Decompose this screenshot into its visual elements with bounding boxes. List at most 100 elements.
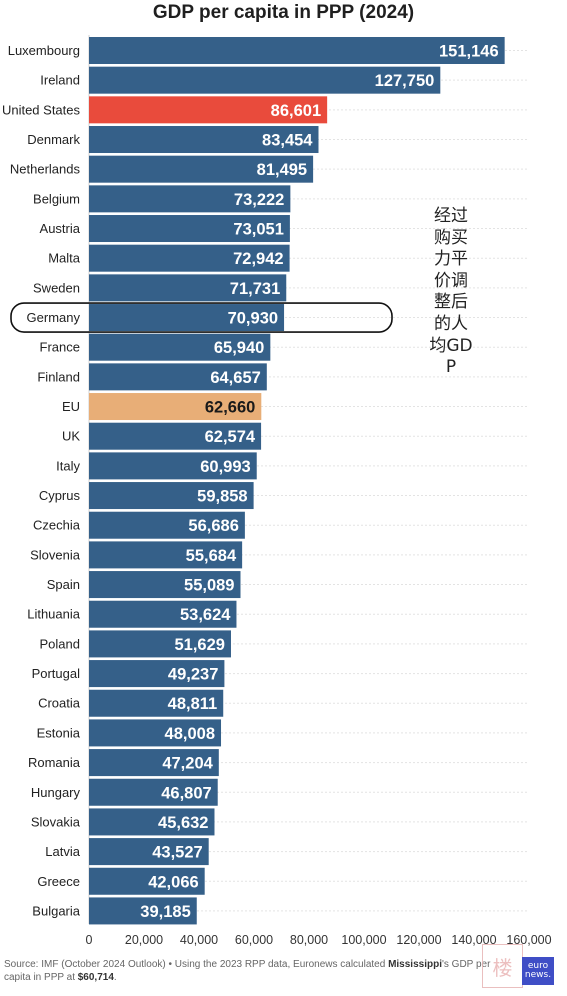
bar [89, 244, 290, 272]
bar [89, 897, 197, 925]
value-label: 71,731 [230, 280, 280, 298]
highlight-outline [10, 302, 393, 333]
category-label: Luxembourg [8, 43, 80, 58]
watermark-stamp: 楼 [482, 944, 523, 988]
bar [89, 749, 219, 777]
category-label: Poland [40, 636, 80, 651]
category-label: Germany [27, 310, 81, 325]
value-label: 55,684 [186, 547, 237, 565]
category-label: Sweden [33, 280, 80, 295]
value-label: 72,942 [233, 250, 283, 268]
category-label: Slovenia [30, 547, 81, 562]
value-label: 56,686 [188, 517, 238, 535]
value-label: 43,527 [152, 844, 202, 862]
bar [89, 422, 262, 450]
value-label: 81,495 [257, 161, 307, 179]
bar [89, 571, 241, 599]
bar [89, 600, 237, 628]
bar [89, 37, 505, 64]
value-label: 48,811 [168, 695, 218, 713]
x-tick-label: 40,000 [180, 933, 218, 947]
category-label: Denmark [27, 132, 80, 147]
x-tick-label: 0 [86, 933, 93, 947]
source-suffix: . [113, 972, 117, 983]
value-label: 39,185 [140, 903, 190, 921]
x-tick-label: 60,000 [235, 933, 273, 947]
value-label: 70,930 [228, 310, 278, 328]
bar [89, 541, 243, 569]
bar [89, 511, 245, 539]
source-bold-value: $60,714 [77, 972, 114, 983]
value-label: 65,940 [214, 339, 264, 357]
category-label: Lithuania [27, 607, 81, 622]
category-label: Estonia [37, 725, 81, 740]
value-label: 48,008 [165, 725, 215, 743]
category-label: France [40, 340, 80, 355]
source-bold-mississippi: Mississippi [388, 959, 442, 970]
x-tick-label: 100,000 [341, 933, 386, 947]
category-label: Hungary [31, 785, 81, 800]
bar [89, 719, 222, 747]
category-label: Malta [48, 251, 81, 266]
source-mid: 's GDP per capita in PPP at [4, 959, 491, 983]
chinese-annotation: 经过购买力平价调整后的人均GDP [429, 206, 473, 378]
bar [89, 393, 262, 421]
x-tick-label: 120,000 [396, 933, 441, 947]
bar [89, 185, 291, 213]
category-label: Spain [47, 577, 80, 592]
bar [89, 333, 271, 361]
category-label: UK [62, 429, 80, 444]
euronews-logo: euro news. [522, 957, 554, 985]
value-label: 53,624 [180, 606, 231, 624]
value-label: 59,858 [197, 488, 247, 506]
x-tick-label: 140,000 [451, 933, 496, 947]
bar [89, 274, 287, 302]
value-label: 73,051 [233, 221, 283, 239]
value-label: 64,657 [210, 369, 260, 387]
bar [89, 215, 290, 243]
category-label: United States [2, 102, 81, 117]
bar [89, 96, 328, 124]
logo-line2: news. [524, 970, 552, 980]
bar [89, 808, 215, 836]
value-label: 62,660 [205, 399, 255, 417]
value-label: 51,629 [175, 636, 225, 654]
category-label: Netherlands [10, 162, 81, 177]
source-note: Source: IMF (October 2024 Outlook) • Usi… [4, 958, 494, 984]
bar [89, 689, 224, 717]
bar [89, 867, 205, 895]
bar [89, 838, 209, 866]
category-label: Romania [28, 755, 81, 770]
category-label: Finland [37, 369, 80, 384]
bar [89, 778, 218, 806]
value-label: 83,454 [262, 132, 313, 150]
category-label: Croatia [38, 696, 81, 711]
category-label: Greece [37, 874, 80, 889]
category-label: Portugal [32, 666, 81, 681]
logo-line1: euro [527, 961, 549, 971]
category-label: Austria [40, 221, 81, 236]
bar [89, 452, 257, 480]
value-label: 86,601 [271, 102, 321, 120]
bar [89, 304, 285, 332]
value-label: 46,807 [161, 784, 211, 802]
bar [89, 660, 225, 688]
value-label: 151,146 [439, 43, 499, 61]
category-label: Belgium [33, 191, 80, 206]
category-label: Ireland [40, 73, 80, 88]
bar [89, 155, 314, 183]
value-label: 127,750 [375, 72, 435, 90]
category-label: Czechia [33, 518, 81, 533]
x-tick-label: 160,000 [506, 933, 551, 947]
value-label: 47,204 [162, 755, 213, 773]
source-prefix: Source: IMF (October 2024 Outlook) • Usi… [4, 959, 389, 970]
bar [89, 66, 441, 94]
value-label: 62,574 [205, 428, 256, 446]
category-label: Bulgaria [32, 903, 80, 918]
value-label: 55,089 [184, 577, 234, 595]
category-label: Slovakia [31, 814, 81, 829]
category-label: EU [62, 399, 80, 414]
value-label: 73,222 [234, 191, 284, 209]
category-label: Cyprus [39, 488, 81, 503]
